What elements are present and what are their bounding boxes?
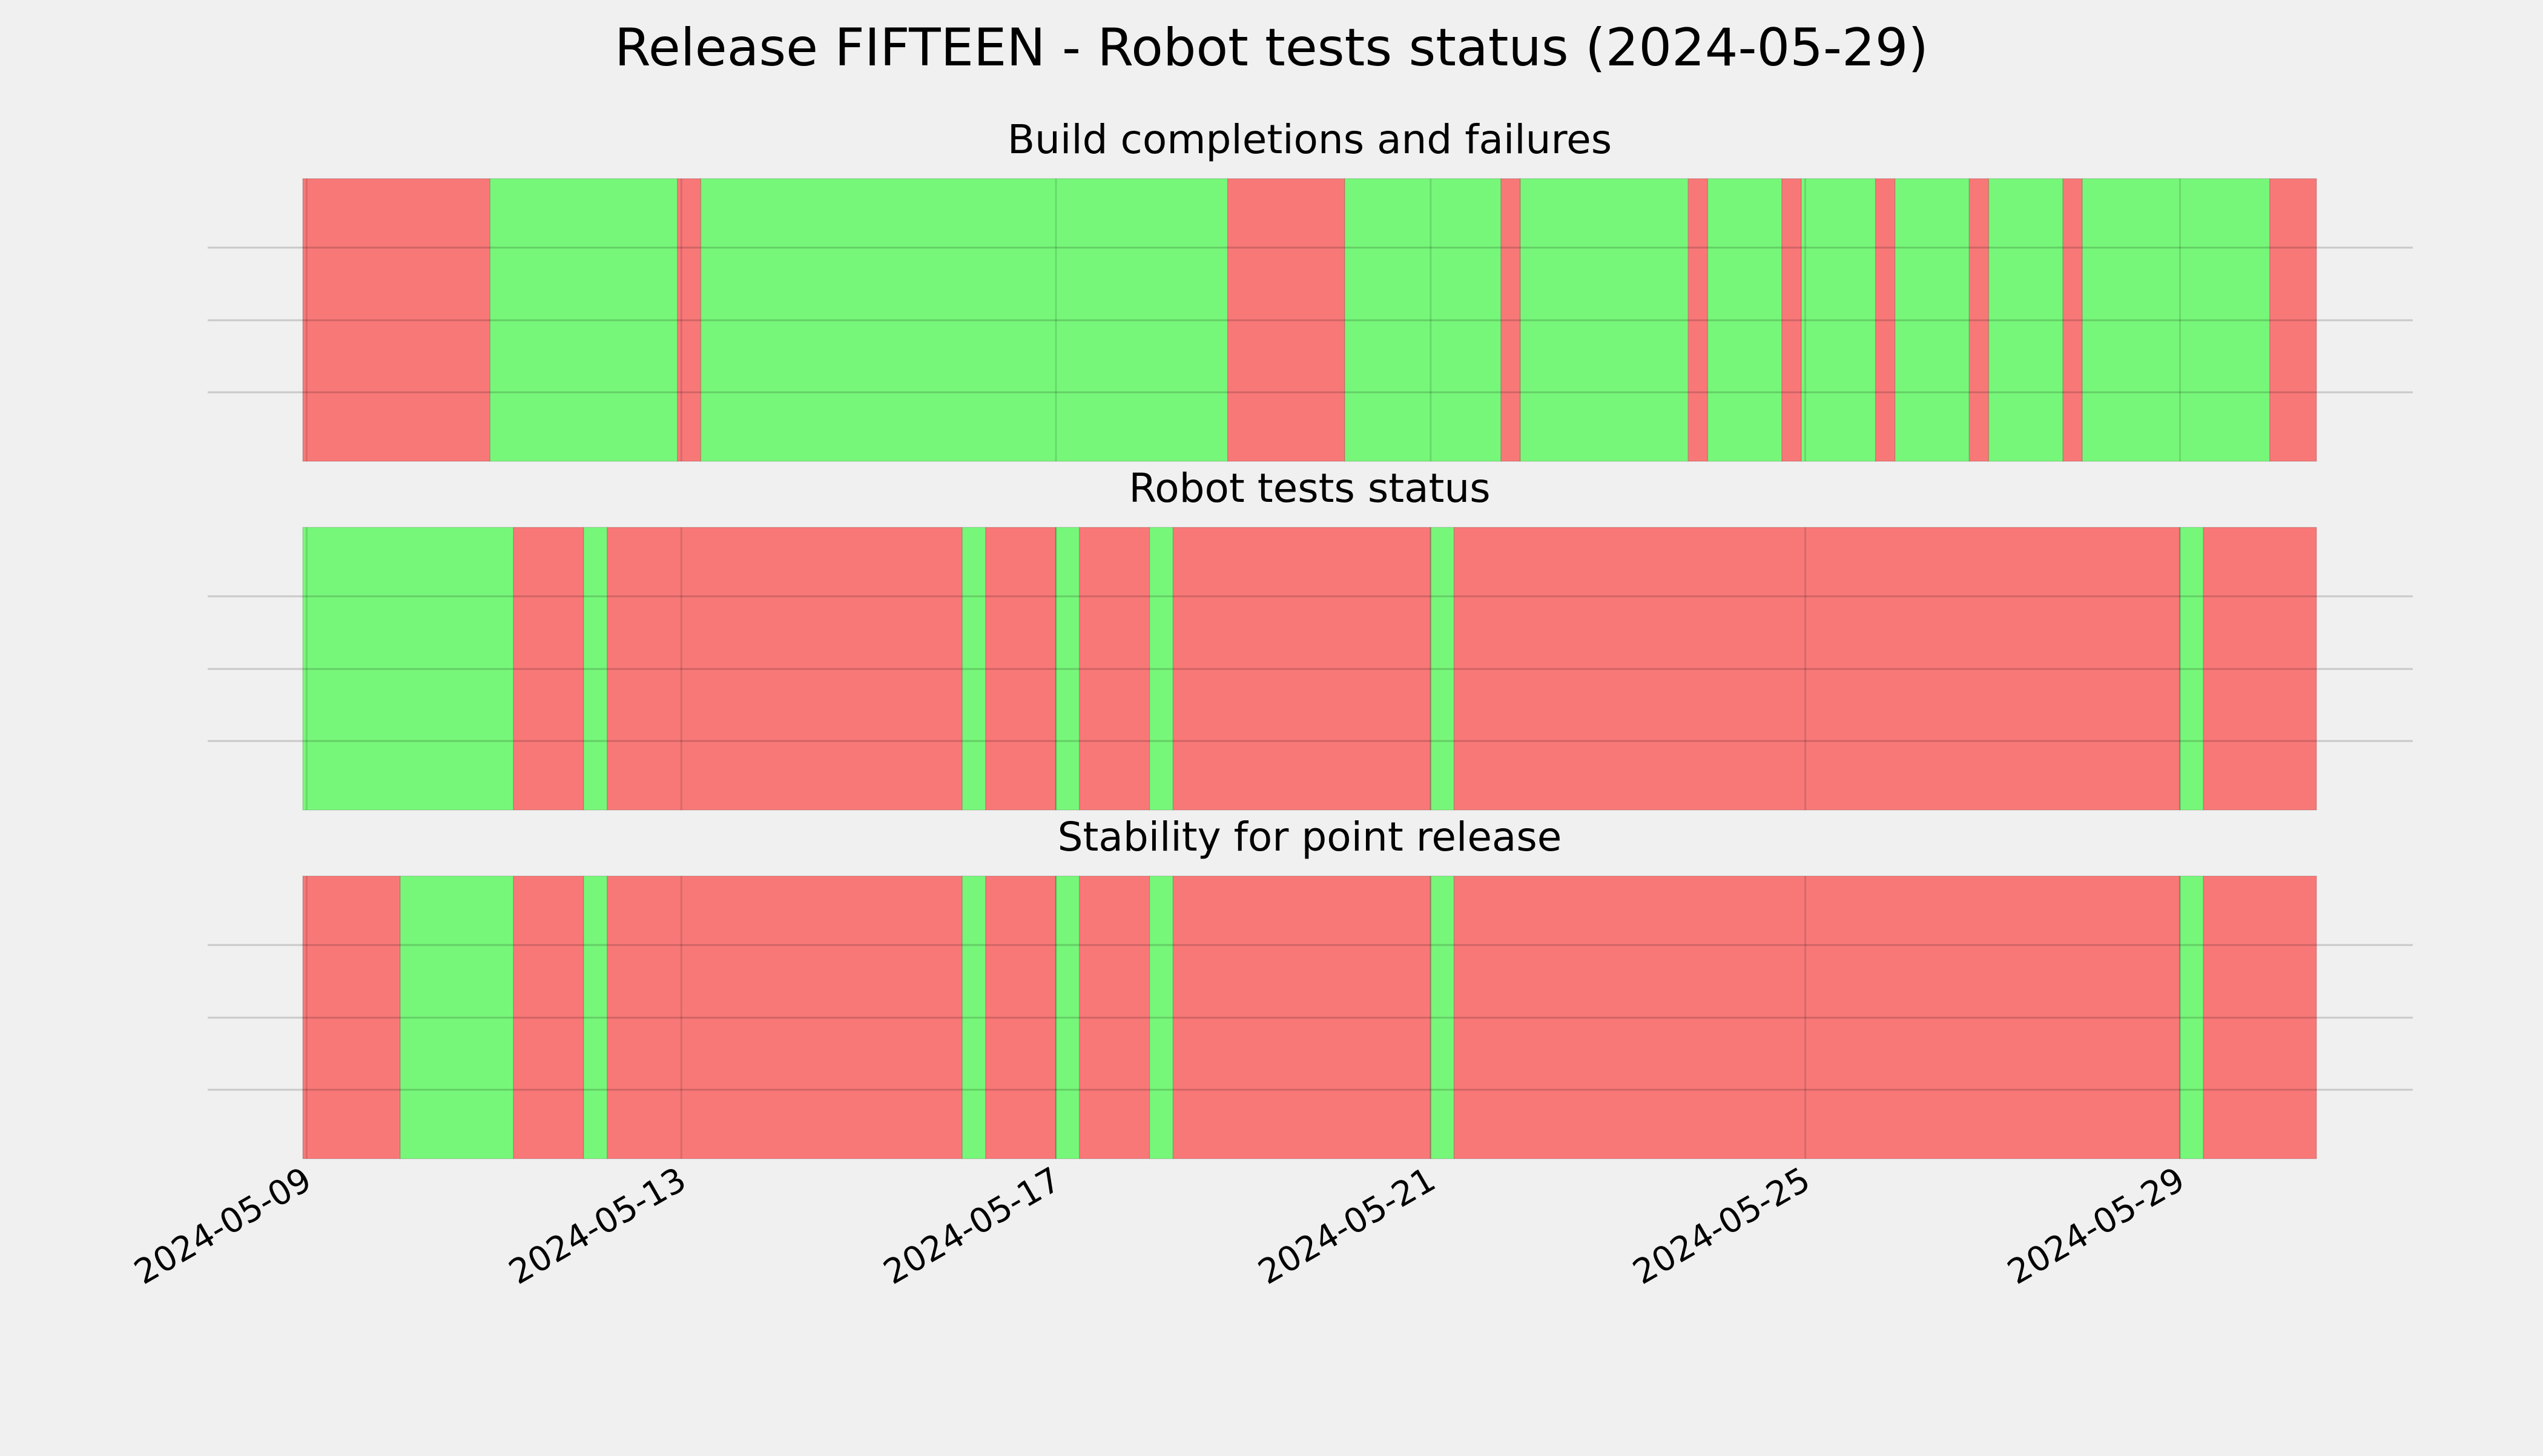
segment-fail: [2062, 178, 2083, 462]
panel-2: Robot tests status: [208, 465, 2413, 811]
segment-fail: [302, 875, 401, 1159]
segment-pass: [1895, 178, 1970, 462]
segment-pass: [1430, 875, 1455, 1159]
segment-pass: [1707, 178, 1783, 462]
segment-pass: [1801, 178, 1876, 462]
segment-fail: [1078, 527, 1150, 811]
segment-pass: [302, 527, 514, 811]
segment-fail: [1453, 875, 2181, 1159]
panel-title: Robot tests status: [1129, 465, 1490, 512]
segment-pass: [1055, 875, 1080, 1159]
segment-pass: [1520, 178, 1689, 462]
segment-fail: [1687, 178, 1709, 462]
segment-fail: [677, 178, 702, 462]
segment-pass: [1430, 527, 1455, 811]
segment-pass: [1344, 178, 1502, 462]
panel-title: Stability for point release: [1058, 814, 1562, 860]
segment-fail: [513, 527, 584, 811]
panel-1: Build completions and failures: [208, 116, 2413, 462]
segment-fail: [302, 178, 491, 462]
segment-fail: [607, 875, 963, 1159]
segment-fail: [1227, 178, 1345, 462]
segment-pass: [1149, 527, 1174, 811]
segment-fail: [2269, 178, 2317, 462]
segment-fail: [985, 527, 1057, 811]
segment-pass: [1988, 178, 2063, 462]
segment-pass: [700, 178, 1229, 462]
segment-fail: [607, 527, 963, 811]
panel-3: Stability for point release: [208, 814, 2413, 1159]
segment-fail: [1172, 875, 1431, 1159]
segment-fail: [2203, 875, 2317, 1159]
segment-fail: [1078, 875, 1150, 1159]
segment-pass: [2082, 178, 2271, 462]
segment-pass: [2179, 527, 2204, 811]
segment-fail: [1968, 178, 1990, 462]
segment-fail: [1875, 178, 1896, 462]
panel-title: Build completions and failures: [1008, 116, 1612, 163]
segment-fail: [1781, 178, 1802, 462]
segment-fail: [1172, 527, 1431, 811]
segment-fail: [2203, 527, 2317, 811]
segment-pass: [1149, 875, 1174, 1159]
segment-pass: [2179, 875, 2204, 1159]
segment-pass: [961, 527, 986, 811]
chart-title: Release FIFTEEN - Robot tests status (20…: [615, 18, 1928, 78]
segment-pass: [489, 178, 678, 462]
